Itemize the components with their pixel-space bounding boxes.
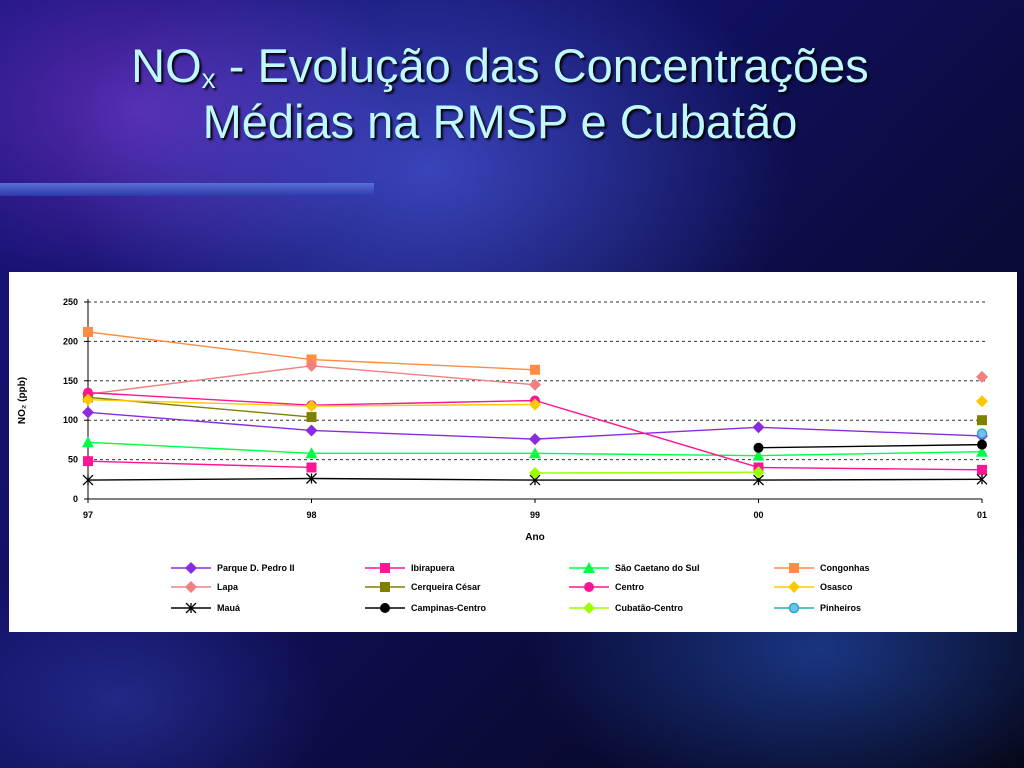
chart-panel: 0 50 100 150 200 250 97 98 99 00 01 Ano NO₂ (ppb) Par… bbox=[9, 272, 1017, 632]
title-line-2: Médias na RMSP e Cubatão bbox=[202, 95, 798, 148]
y-tick-label: 50 bbox=[68, 455, 78, 465]
data-point-parque-d-pedro-ii bbox=[305, 424, 318, 437]
y-tick-label: 0 bbox=[73, 494, 78, 504]
legend-marker-cubatao-centro bbox=[583, 602, 595, 614]
data-point-sao-caetano-do-sul bbox=[976, 445, 988, 457]
legend-marker-cerqueira-cesar bbox=[380, 582, 390, 592]
y-tick-label: 150 bbox=[63, 376, 78, 386]
data-point-congonhas bbox=[83, 326, 93, 337]
legend-label-cubatao-centro: Cubatão-Centro bbox=[615, 603, 683, 613]
title-main: NO bbox=[131, 39, 202, 92]
data-point-congonhas bbox=[530, 364, 540, 375]
data-point-osasco bbox=[976, 395, 988, 408]
series-line-campinas-centro bbox=[758, 443, 983, 449]
legend-label-sao-caetano-do-sul: São Caetano do Sul bbox=[615, 563, 700, 573]
x-tick-label: 00 bbox=[753, 510, 763, 520]
data-point-parque-d-pedro-ii bbox=[752, 421, 765, 434]
legend-marker-congonhas bbox=[789, 563, 799, 573]
data-point-cerqueira-cesar bbox=[977, 415, 987, 426]
data-point-lapa bbox=[529, 378, 541, 391]
data-point-sao-caetano-do-sul bbox=[529, 447, 541, 459]
data-point-cerqueira-cesar bbox=[306, 412, 317, 423]
data-point-campinas-centro bbox=[977, 439, 987, 450]
data-point-centro bbox=[83, 387, 93, 398]
legend-label-ibirapuera: Ibirapuera bbox=[411, 563, 456, 573]
data-point-pinheiros bbox=[976, 428, 988, 439]
legend-marker-lapa bbox=[185, 581, 197, 593]
data-point-sao-caetano-do-sul bbox=[305, 447, 318, 459]
data-point-ibirapuera bbox=[306, 462, 317, 473]
data-point-sao-caetano-do-sul bbox=[752, 449, 765, 461]
legend-marker-maua bbox=[185, 602, 197, 614]
series-line-ibirapuera bbox=[87, 460, 312, 469]
legend-label-centro: Centro bbox=[615, 582, 645, 592]
data-point-lapa bbox=[976, 370, 988, 383]
series-line-centro bbox=[87, 391, 759, 469]
data-point-maua bbox=[306, 473, 317, 484]
data-point-maua bbox=[976, 473, 988, 485]
series-line-ibirapuera bbox=[758, 466, 983, 471]
title-accent-bar bbox=[0, 183, 374, 196]
legend-label-congonhas: Congonhas bbox=[820, 563, 870, 573]
legend-marker-centro bbox=[584, 582, 594, 592]
legend-label-parque-d-pedro-ii: Parque D. Pedro II bbox=[217, 563, 295, 573]
legend-marker-ibirapuera bbox=[380, 563, 390, 573]
legend-label-lapa: Lapa bbox=[217, 582, 239, 592]
legend-label-osasco: Osasco bbox=[820, 582, 853, 592]
legend-label-campinas-centro: Campinas-Centro bbox=[411, 603, 487, 613]
x-tick-label: 01 bbox=[977, 510, 987, 520]
y-tick-label: 100 bbox=[63, 415, 78, 425]
data-point-parque-d-pedro-ii bbox=[529, 433, 541, 446]
data-point-ibirapuera bbox=[977, 464, 987, 475]
legend-marker-parque-d-pedro-ii bbox=[185, 562, 197, 574]
x-tick-label: 97 bbox=[83, 510, 93, 520]
legend-marker-campinas-centro bbox=[380, 603, 390, 613]
series-line-cubatao-centro bbox=[534, 471, 759, 474]
line-chart: 0 50 100 150 200 250 97 98 99 00 01 Ano NO₂ (ppb) Par… bbox=[17, 297, 988, 614]
legend-marker-osasco bbox=[788, 581, 800, 593]
data-point-osasco bbox=[305, 400, 318, 413]
data-point-osasco bbox=[82, 393, 94, 406]
x-axis-title: Ano bbox=[525, 532, 544, 543]
title-subscript: x bbox=[201, 63, 216, 94]
data-point-ibirapuera bbox=[83, 456, 93, 467]
data-point-cubatao-centro bbox=[752, 466, 765, 479]
data-point-cubatao-centro bbox=[529, 466, 541, 479]
legend-marker-sao-caetano-do-sul bbox=[583, 562, 595, 573]
x-tick-label: 99 bbox=[530, 510, 540, 520]
data-point-congonhas bbox=[306, 354, 317, 365]
title-rest: - Evolução das Concentrações bbox=[215, 39, 869, 92]
slide-title: NOx - Evolução das Concentrações Médias … bbox=[0, 38, 1000, 150]
data-point-sao-caetano-do-sul bbox=[82, 436, 94, 448]
y-axis-title: NO₂ (ppb) bbox=[17, 377, 28, 424]
legend-marker-pinheiros bbox=[788, 602, 800, 614]
legend-label-cerqueira-cesar: Cerqueira César bbox=[411, 582, 481, 592]
x-tick-label: 98 bbox=[306, 510, 316, 520]
data-point-lapa bbox=[305, 359, 318, 372]
data-point-parque-d-pedro-ii bbox=[82, 406, 94, 419]
y-tick-label: 200 bbox=[63, 336, 78, 346]
legend-label-pinheiros: Pinheiros bbox=[820, 603, 861, 613]
legend-label-maua: Mauá bbox=[217, 603, 241, 613]
data-point-maua bbox=[82, 474, 94, 486]
data-point-osasco bbox=[529, 398, 541, 411]
y-tick-label: 250 bbox=[63, 297, 78, 307]
data-point-campinas-centro bbox=[753, 442, 764, 453]
